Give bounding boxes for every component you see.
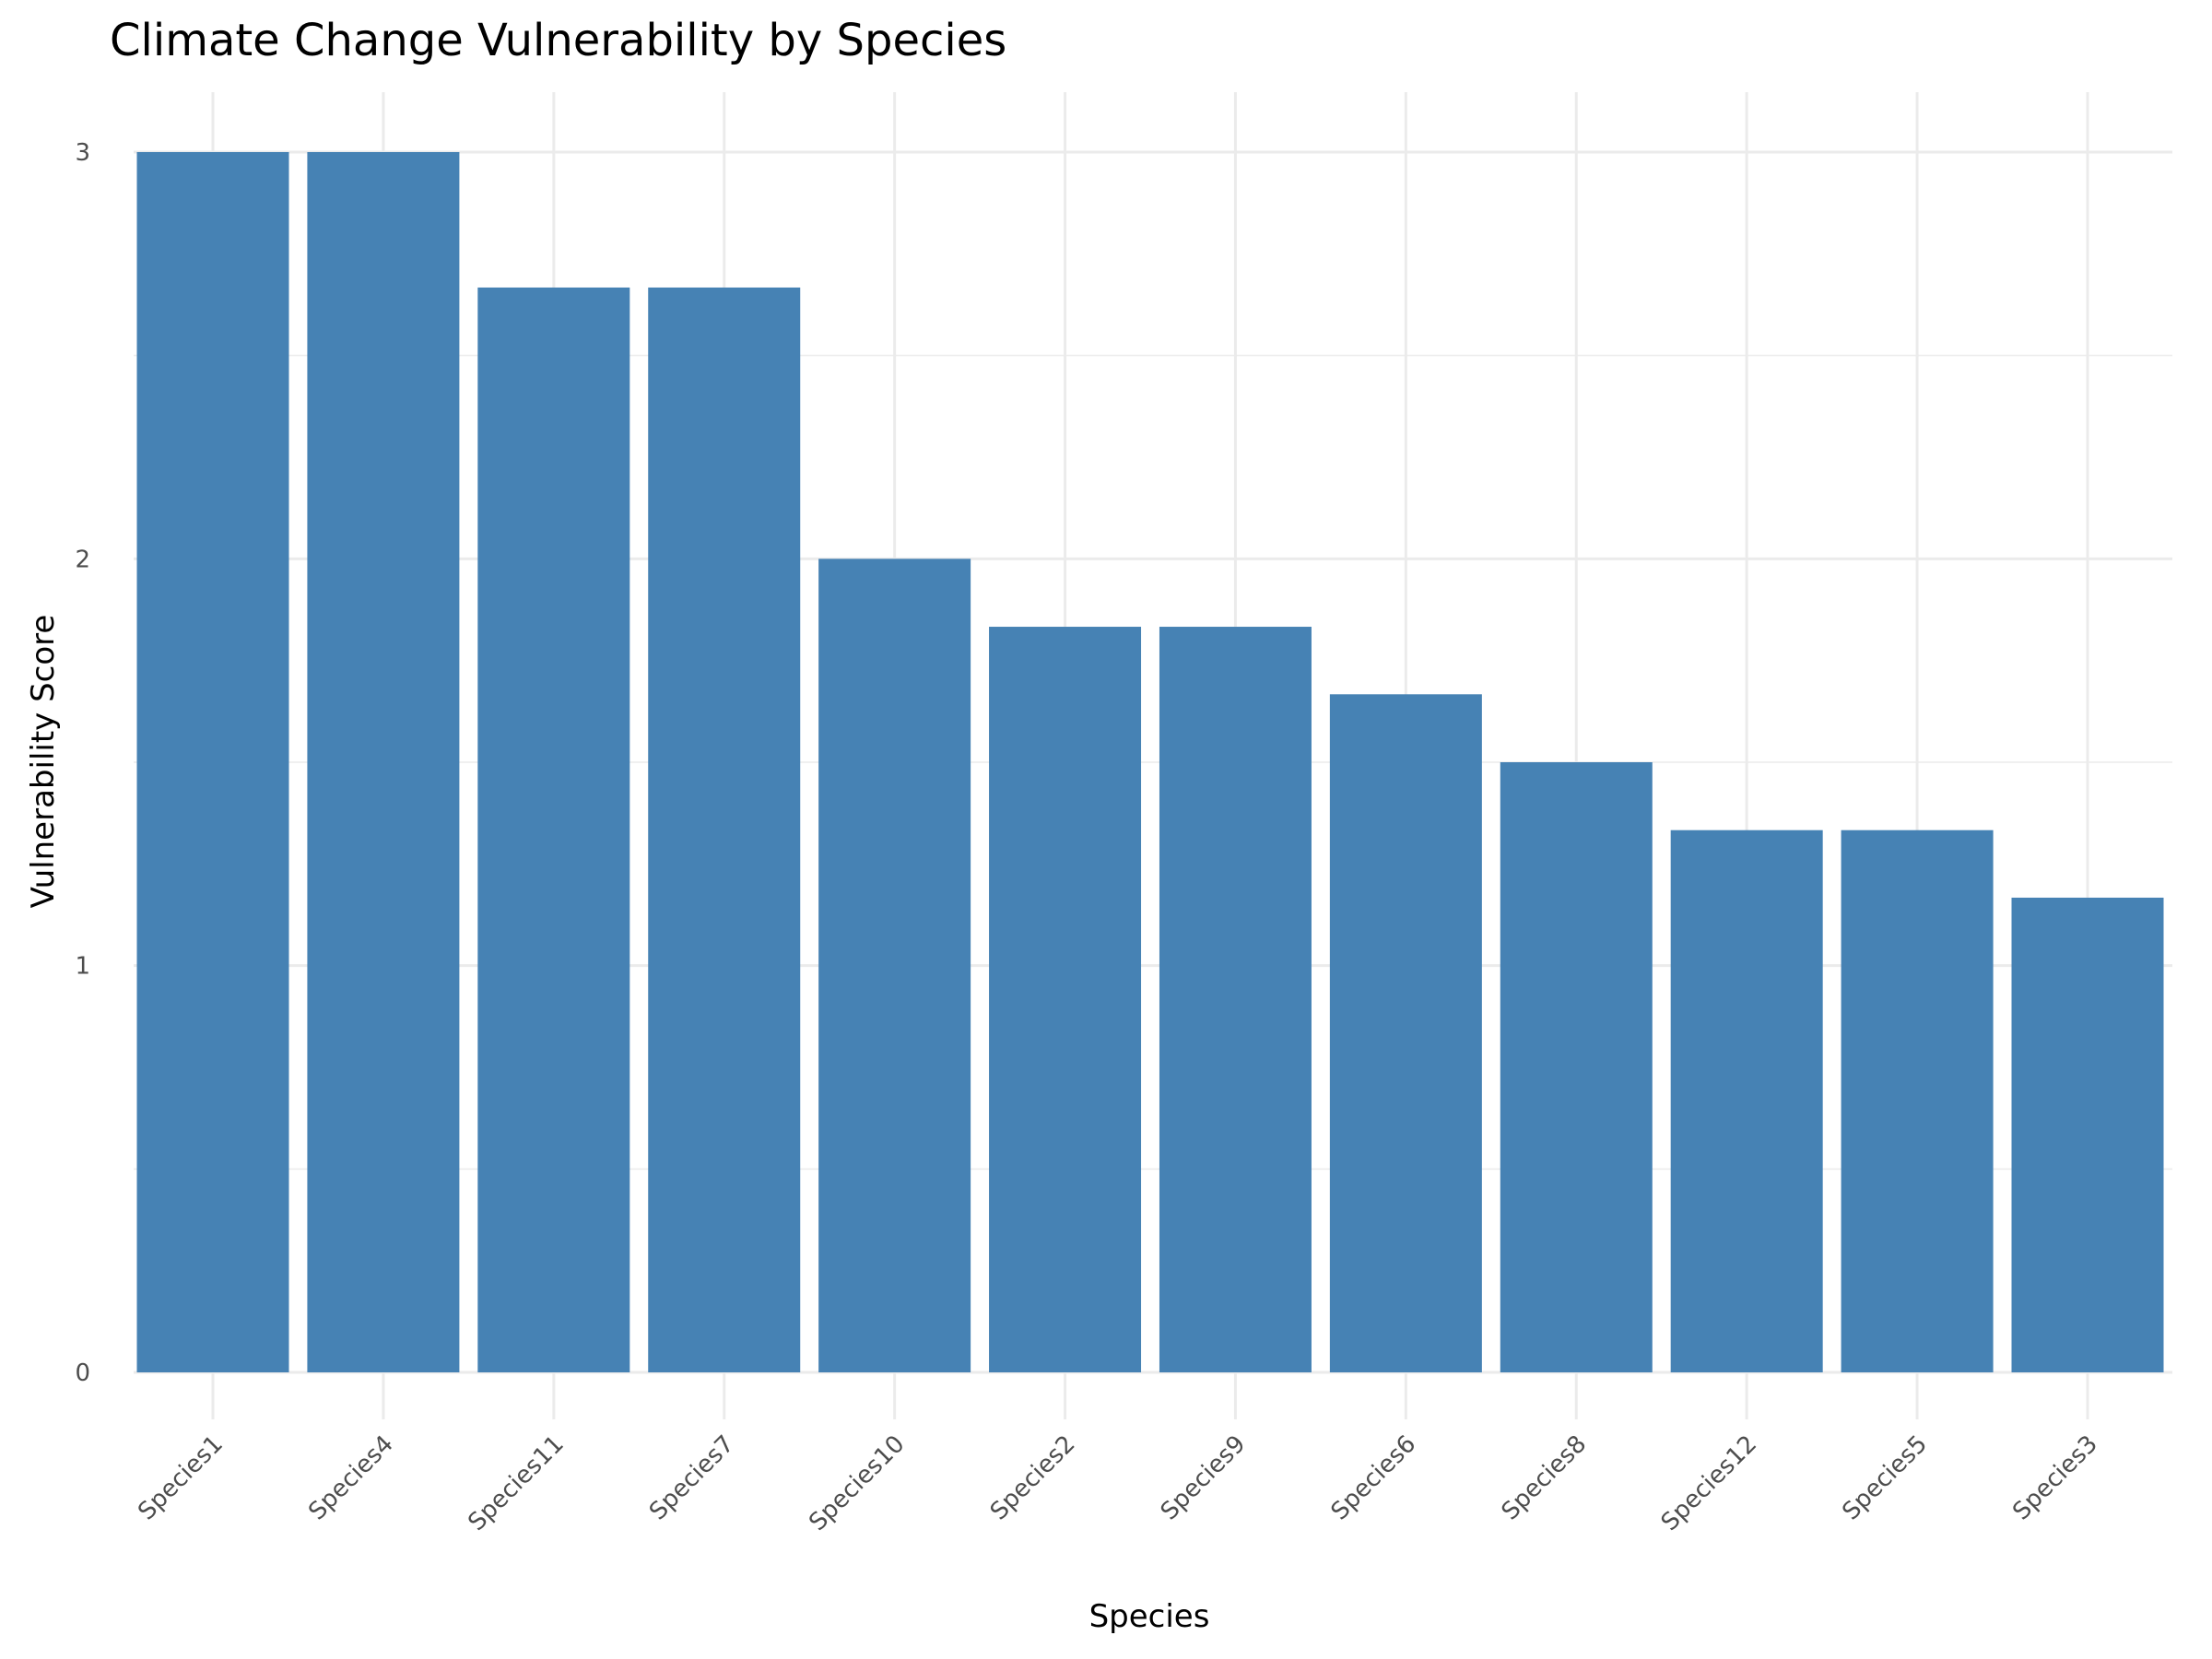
x-tick-label: Species12 <box>1656 1430 1762 1536</box>
x-tick-label: Species3 <box>2007 1430 2103 1526</box>
y-tick-label: 0 <box>75 1359 90 1387</box>
bar-species3 <box>2011 897 2164 1372</box>
x-tick-label: Species6 <box>1326 1430 1422 1526</box>
bar-species12 <box>1670 830 1823 1372</box>
y-tick-label: 2 <box>75 546 90 573</box>
bar-species2 <box>989 627 1142 1372</box>
bar-species9 <box>1159 627 1312 1372</box>
x-tick-label: Species11 <box>463 1430 569 1536</box>
bar-species7 <box>648 287 801 1372</box>
y-tick-label: 3 <box>75 139 90 167</box>
x-tick-label: Species9 <box>1156 1430 1252 1526</box>
x-axis-title: Species <box>1089 1598 1210 1635</box>
x-axis-ticks: Species1 Species4 Species11 Species7 Species… <box>133 1430 2103 1536</box>
bar-species11 <box>477 287 630 1372</box>
x-tick-label: Species1 <box>133 1430 229 1526</box>
x-tick-label: Species2 <box>985 1430 1081 1526</box>
x-tick-label: Species10 <box>804 1430 910 1536</box>
bar-species1 <box>136 152 289 1372</box>
chart-title: Climate Change Vulnerability by Species <box>110 15 1006 66</box>
x-tick-label: Species5 <box>1837 1430 1933 1526</box>
bar-species5 <box>1841 830 1994 1372</box>
y-tick-label: 1 <box>75 953 90 981</box>
x-tick-label: Species7 <box>644 1430 740 1526</box>
bar-species10 <box>818 559 971 1372</box>
y-axis-ticks: 0 1 2 3 <box>75 139 90 1387</box>
y-axis-title: Vulnerability Score <box>25 615 62 909</box>
x-tick-label: Species4 <box>303 1430 399 1526</box>
bars <box>136 152 2164 1372</box>
bar-species4 <box>307 152 460 1372</box>
bar-species8 <box>1500 762 1653 1372</box>
bar-species6 <box>1329 694 1482 1372</box>
x-tick-label: Species8 <box>1497 1430 1593 1526</box>
